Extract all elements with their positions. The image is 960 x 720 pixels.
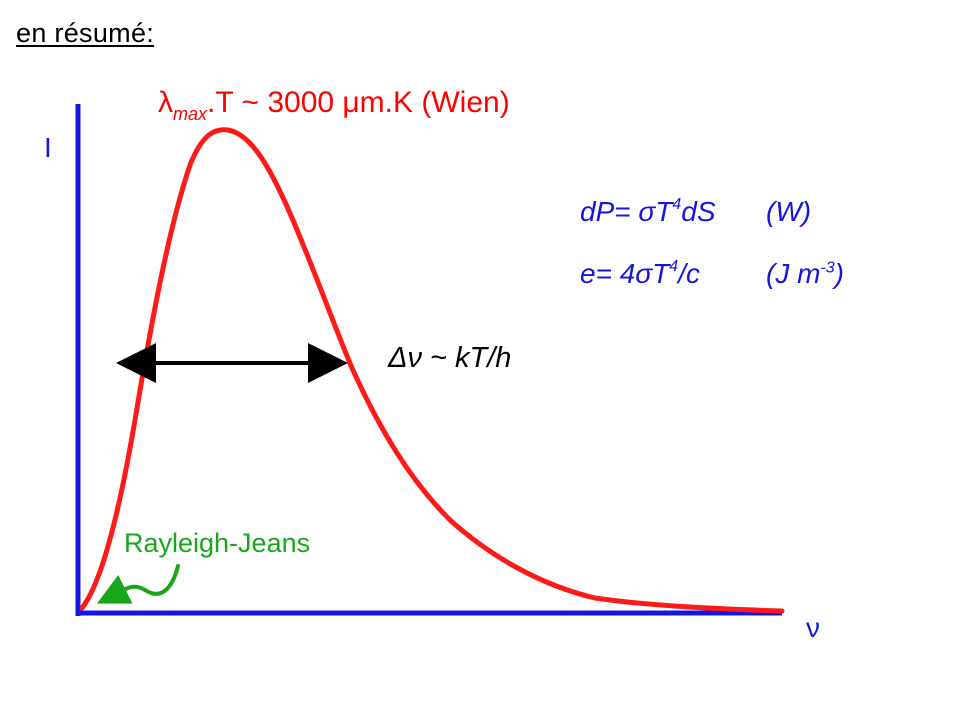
energy-equation-lhs: e= 4σT [580,258,670,289]
power-equation-rhs: dS [681,196,716,227]
page-title: en résumé: [16,18,155,48]
power-equation-exponent: 4 [672,195,682,213]
energy-density-unit: (J m-3) [766,260,844,288]
rayleigh-arrow [96,564,180,604]
lambda-symbol: λ [158,86,173,119]
lambda-subscript: max [173,104,208,124]
wien-law-text: .T ~ 3000 μm.K (Wien) [207,86,510,119]
energy-unit-pre: (J m [766,258,821,289]
x-axis-label: ν [806,612,820,643]
power-equation-lhs: dP= σT [580,196,673,227]
width-label: Δν ~ kT/h [388,342,512,374]
energy-equation-rhs: /c [678,258,700,289]
energy-unit-exponent: -3 [820,259,835,277]
energy-unit-post: ) [834,258,844,289]
wien-law-label: λmax.T ~ 3000 μm.K (Wien) [158,86,510,124]
power-unit: (W) [766,196,812,227]
y-axis-label: I [44,132,52,163]
rayleigh-jeans-label: Rayleigh-Jeans [124,528,311,558]
energy-equation-exponent: 4 [669,257,679,275]
power-equation: dP= σT4dS [580,195,716,227]
energy-density-equation: e= 4σT4/c [580,257,700,289]
